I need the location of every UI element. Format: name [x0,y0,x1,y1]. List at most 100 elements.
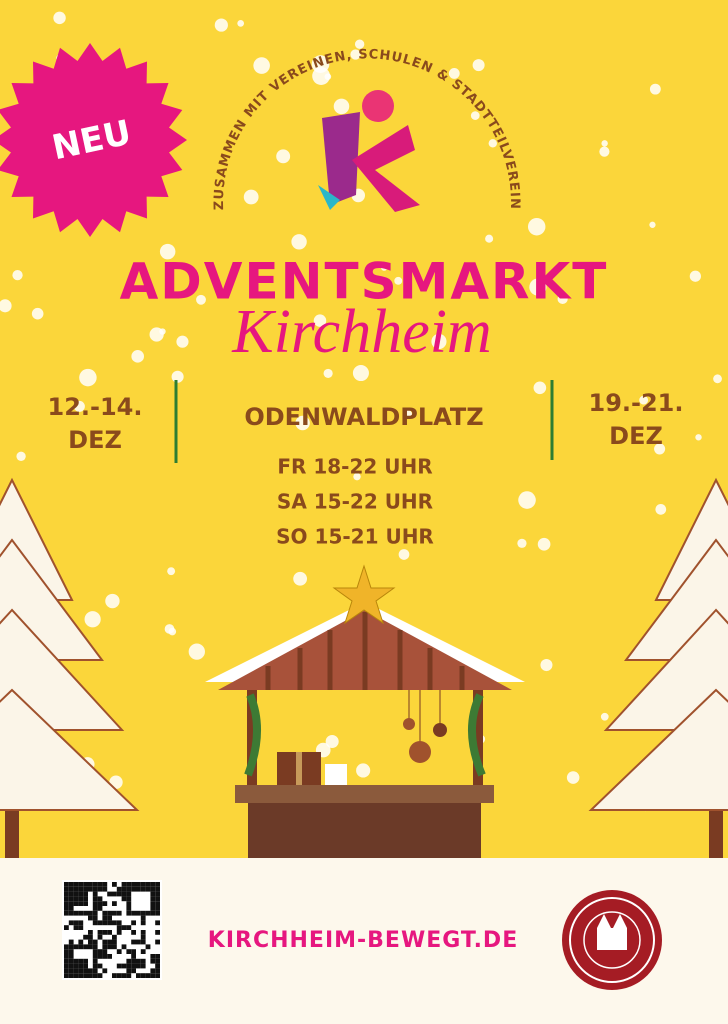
qr-module [112,891,117,897]
qr-module [131,949,136,954]
qr-module [97,920,103,926]
qr-module [126,896,132,902]
qr-module [116,920,122,926]
qr-module [155,891,160,897]
qr-module [140,963,146,969]
qr-module [150,954,156,959]
qr-module [64,886,69,892]
qr-module [131,886,136,892]
qr-module [102,968,108,974]
snowflake [84,611,101,628]
qr-module [68,882,74,887]
qr-module [88,882,93,887]
qr-module [112,901,117,906]
snowflake [311,55,330,73]
snowflake [313,314,327,327]
qr-module [112,939,117,945]
snowflake [253,57,270,74]
qr-code [62,880,162,980]
qr-module [88,934,93,940]
tree-tier [0,688,140,811]
snowflake [354,39,365,49]
snowflake [196,294,206,305]
qr-module [64,973,69,978]
qr-module [107,954,112,959]
qr-module [107,915,112,921]
snowflake [16,451,26,461]
snowflake [537,537,551,551]
qr-module [64,882,69,887]
qr-module [121,944,127,950]
qr-module [155,886,160,892]
qr-module [150,910,156,916]
qr-module [131,939,136,945]
qr-module [97,882,103,887]
qr-module [64,891,69,897]
qr-module [68,920,74,926]
snowflake [188,643,205,660]
qr-module [92,910,98,916]
qr-module [150,968,156,974]
qr-module [121,882,127,887]
qr-module [145,886,151,892]
qr-module [140,910,146,916]
qr-module [121,891,127,897]
qr-module [64,910,69,916]
qr-module [155,958,160,964]
qr-module [126,963,132,969]
snowflake [325,734,339,748]
qr-module [140,934,146,940]
qr-module [92,886,98,892]
qr-module [92,963,98,969]
qr-module [126,891,132,897]
website[interactable]: KIRCHHEIM-BEWEGT.DE [208,928,518,953]
qr-module [68,954,74,959]
qr-module [121,925,127,930]
trees [0,477,728,860]
qr-module [73,882,79,887]
dates-right: 19.-21. [589,389,684,417]
snow [0,11,728,831]
snowflake [293,571,308,586]
snowflake [470,111,480,120]
qr-module [92,901,98,906]
subtitle: Kirchheim [231,298,491,366]
snowflake [0,299,12,313]
qr-module [73,910,79,916]
qr-module [126,949,132,954]
snowflake [485,234,494,243]
qr-module [126,958,132,964]
qr-module [88,910,93,916]
seal [562,890,662,990]
snowflake [599,146,610,157]
qr-module [83,973,88,978]
qr-module [73,963,79,969]
qr-module [126,906,132,911]
qr-module [92,896,98,902]
qr-module [102,920,108,926]
qr-module [102,910,108,916]
snowflake [517,538,527,548]
tree-tier [588,688,728,811]
qr-module [88,944,93,950]
qr-module [136,886,141,892]
qr-module [92,906,98,911]
qr-module [97,886,103,892]
qr-module [126,886,132,892]
qr-module [116,910,122,916]
snowflake [167,567,176,576]
qr-module [155,910,160,916]
qr-module [73,920,79,926]
snowflake [649,221,656,228]
snowflake [533,381,547,395]
qr-module [102,949,108,954]
qr-module [92,915,98,921]
qr-module [140,939,146,945]
qr-module [131,958,136,964]
snowflake [171,370,184,383]
qr-module [73,891,79,897]
qr-module [155,939,160,945]
snowflake [695,434,702,441]
qr-module [121,886,127,892]
tree-trunk [709,800,723,860]
